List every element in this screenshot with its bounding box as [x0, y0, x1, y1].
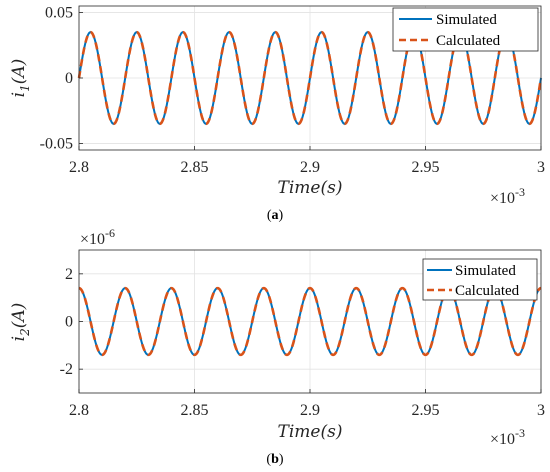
legend-label-simulated-a: Simulated	[436, 12, 497, 28]
y-tick-label-a: 0	[65, 70, 73, 87]
y-exponent-base-b: ×10	[80, 231, 105, 248]
y-axis-label-b: i2(A)	[9, 303, 32, 342]
caption-a-open: (	[267, 208, 272, 223]
legend-label-simulated-b: Simulated	[455, 263, 516, 279]
y-label-rest-b: (A)	[9, 303, 29, 329]
x-exponent-power-a: -3	[515, 185, 525, 199]
caption-a-letter: a	[272, 208, 279, 223]
caption-b-close: )	[279, 452, 284, 467]
y-label-main-b: i	[9, 336, 29, 341]
series-line-calculated-b	[78, 286, 542, 357]
legend-label-calculated-a: Calculated	[436, 33, 501, 49]
caption-a-close: )	[279, 208, 284, 223]
x-exponent-b: ×10-3	[490, 426, 525, 448]
y-tick-label-a: -0.05	[40, 135, 73, 152]
x-tick-label-b: 2.9	[300, 402, 320, 419]
y-tick-label-b: 0	[65, 314, 73, 331]
y-label-sub-a: 1	[18, 84, 32, 92]
x-tick-label-a: 2.95	[412, 159, 440, 176]
legend-box-a	[392, 7, 539, 52]
legend-a: Simulated Calculated	[392, 7, 539, 52]
x-tick-label-a: 2.85	[181, 159, 209, 176]
x-exponent-base-a: ×10	[490, 190, 515, 207]
x-exponent-power-b: -3	[515, 426, 525, 440]
x-tick-label-b: 3	[537, 402, 545, 419]
x-ticks-b: 2.8 2.85 2.9 2.95 3	[69, 389, 545, 419]
x-tick-label-a: 2.8	[69, 159, 89, 176]
caption-a: (a)	[267, 208, 284, 223]
y-tick-label-b: 2	[65, 266, 73, 283]
caption-b-letter: b	[271, 452, 279, 467]
x-exponent-base-b: ×10	[490, 431, 515, 448]
chart-b: ×10-6 -202 2.8 2.85 2.9 2.95 3 Time(s) ×10-3…	[9, 226, 545, 467]
curves-b	[78, 286, 542, 357]
caption-b: (b)	[266, 452, 283, 467]
series-line-calculated-a	[77, 30, 543, 126]
x-axis-label-a: Time(s)	[278, 178, 343, 198]
y-axis-label-a: i1(A)	[9, 59, 32, 98]
x-tick-label-b: 2.8	[69, 402, 89, 419]
y-exponent-power-b: -6	[105, 226, 115, 240]
x-tick-label-a: 2.9	[300, 159, 320, 176]
y-tick-label-b: -2	[60, 361, 73, 378]
x-tick-label-b: 2.95	[412, 402, 440, 419]
x-tick-label-a: 3	[537, 159, 545, 176]
legend-b: Simulated Calculated	[422, 258, 538, 301]
x-ticks-a: 2.8 2.85 2.9 2.95 3	[69, 146, 545, 176]
chart-a: -0.05 0 0.05 2.8 2.85 2.9 2.95 3 Time(s) ×10-3…	[9, 5, 545, 223]
y-ticks-a: -0.05 0 0.05	[40, 5, 83, 152]
y-label-rest-a: (A)	[9, 59, 29, 85]
legend-label-calculated-b: Calculated	[455, 283, 520, 299]
y-ticks-b: -2 0 2	[60, 266, 83, 378]
y-label-sub-b: 2	[18, 328, 32, 337]
legend-box-b	[422, 258, 538, 301]
x-exponent-a: ×10-3	[490, 185, 525, 207]
y-label-main-a: i	[9, 92, 29, 97]
caption-b-open: (	[266, 452, 271, 467]
y-tick-label-a: 0.05	[45, 5, 73, 22]
x-tick-label-b: 2.85	[181, 402, 209, 419]
x-axis-label-b: Time(s)	[278, 422, 343, 442]
y-exponent-b: ×10-6	[80, 226, 115, 248]
